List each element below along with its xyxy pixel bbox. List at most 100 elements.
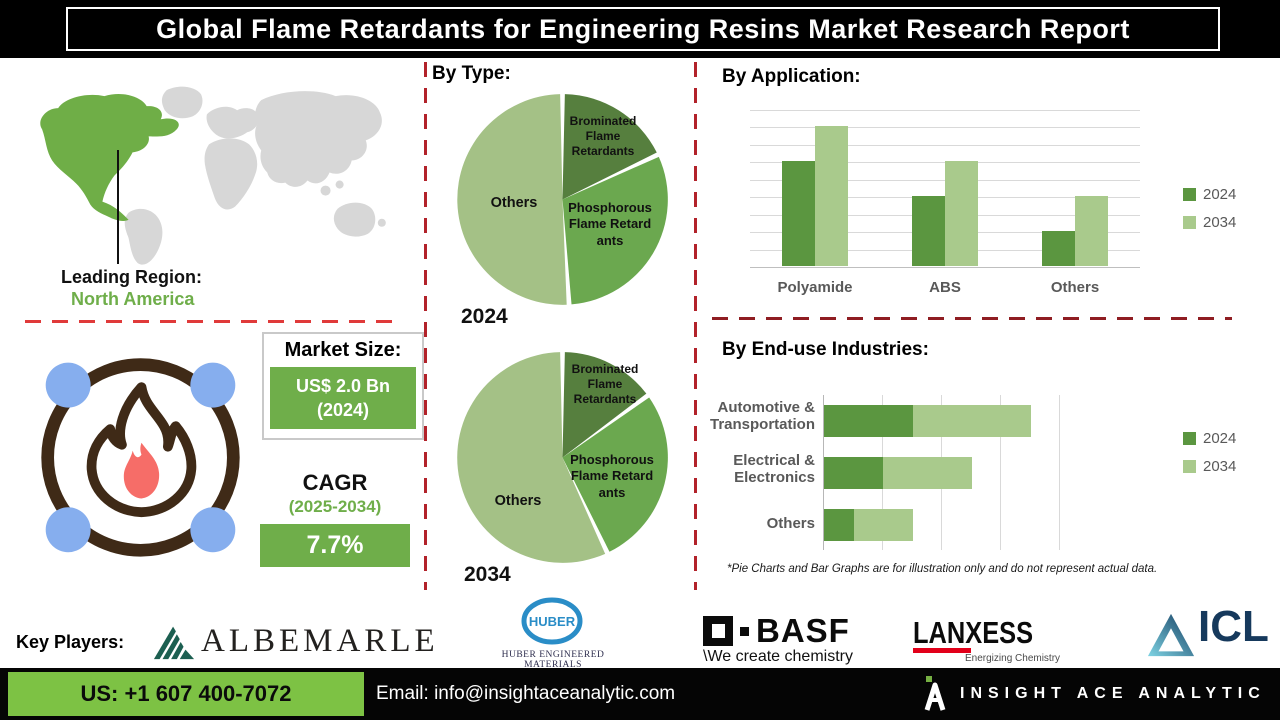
phone-number: US: +1 607 400-7072 [80, 681, 292, 706]
legend-swatch [1183, 216, 1196, 229]
market-size-card: Market Size: US$ 2.0 Bn (2024) [262, 332, 424, 440]
map-south-america [124, 208, 163, 265]
market-size-year: (2024) [316, 400, 370, 420]
cagr-label: CAGR [302, 470, 368, 495]
pie-year-2024: 2024 [461, 305, 508, 328]
pie-label-brominated: Brominated Flame Retardants [569, 114, 637, 158]
basf-dot-icon [740, 626, 749, 636]
albemarle-icon [153, 626, 195, 660]
divider-dashed-vertical-1 [424, 62, 427, 590]
gridline [750, 110, 1140, 111]
email-address[interactable]: Email: info@insightaceanalytic.com [376, 683, 676, 704]
cagr-block: CAGR (2025-2034) 7.7% [260, 470, 410, 567]
pie-slice [457, 94, 567, 305]
market-size-label: Market Size: [284, 339, 402, 361]
legend-label: 2034 [1203, 214, 1237, 231]
pie-label-phosphorous: Phosphorous Flame Retardants [568, 200, 652, 248]
insight-ace-wordmark: INSIGHT ACE ANALYTIC [960, 685, 1266, 702]
bar-2024 [1042, 231, 1075, 266]
market-size-value-box: US$ 2.0 Bn (2024) [270, 367, 416, 429]
basf-square-icon [703, 616, 733, 646]
huber-wordmark: HUBER [529, 614, 576, 629]
cagr-period: (2025-2034) [288, 497, 382, 516]
lanxess-wordmark: LANXESS [913, 615, 1034, 650]
bar-segment-2034 [853, 509, 913, 541]
legend-label: 2024 [1203, 186, 1237, 203]
pie-year-2034: 2034 [464, 563, 511, 586]
huber-subtitle: HUBER ENGINEERED MATERIALS [501, 650, 605, 670]
flame-inner [123, 442, 160, 499]
pie-chart-2034: Brominated Flame Retardants Phosphorous … [455, 350, 670, 565]
section-heading-by-type: By Type: [432, 63, 511, 84]
icl-icon [1147, 613, 1195, 657]
category-abs: ABS [929, 279, 961, 296]
logo-albemarle: ALBEMARLE [152, 620, 439, 662]
bar-chart-application [750, 110, 1140, 268]
map-north-america [40, 94, 179, 222]
icl-wordmark: ICL [1198, 602, 1269, 651]
gridline [750, 127, 1140, 129]
map-pointer-line [117, 150, 119, 264]
disclaimer-footnote: *Pie Charts and Bar Graphs are for illus… [727, 563, 1158, 575]
divider-dashed-vertical-2 [694, 62, 697, 590]
bar-2024 [782, 161, 815, 266]
map-australia [333, 202, 376, 237]
divider-dashed-right [712, 317, 1232, 320]
gridline [750, 144, 1140, 146]
section-heading-by-end-use: By End-use Industries: [722, 339, 929, 360]
lanxess-red-bar [913, 648, 971, 653]
atom-dots [45, 362, 236, 553]
pie-slice [562, 352, 647, 458]
gridline [823, 395, 824, 550]
map-asia [255, 91, 382, 187]
pie-label-phosphorous: Phosphorous Flame Retardants [570, 452, 654, 500]
lanxess-tagline: Energizing Chemistry [965, 653, 1061, 664]
category-automotive: Automotive & Transportation [709, 399, 815, 433]
cagr-value: 7.7% [260, 524, 410, 567]
legend-item: 2034 [1183, 458, 1236, 475]
key-players-label: Key Players: [16, 632, 125, 652]
basf-tagline: \We create chemistry [703, 648, 853, 665]
bar-2034 [945, 161, 978, 266]
category-others: Others [1050, 279, 1100, 296]
bar-segment-2024 [824, 457, 883, 489]
map-africa [204, 138, 258, 210]
pie-2034-svg [457, 352, 668, 563]
legend-swatch [1183, 188, 1196, 201]
map-greenland [161, 86, 203, 119]
legend-application: 2024 2034 [1183, 186, 1236, 242]
logo-huber: HUBER [521, 597, 583, 645]
footer-bar: US: +1 607 400-7072 Email: info@insighta… [0, 668, 1280, 720]
bar-segment-2024 [824, 509, 854, 541]
title-bar: Global Flame Retardants for Engineering … [0, 0, 1280, 58]
leading-region-value: North America [71, 289, 195, 309]
insight-ace-icon [924, 676, 946, 711]
leading-region-label: Leading Region: [61, 267, 202, 287]
pie-label-others: Others [494, 493, 542, 509]
bar-segment-2034 [883, 457, 972, 489]
legend-swatch [1183, 432, 1196, 445]
pie-slice [562, 94, 657, 200]
legend-label: 2034 [1203, 458, 1237, 475]
section-heading-by-application: By Application: [722, 66, 861, 87]
legend-item: 2034 [1183, 214, 1236, 231]
category-others: Others [766, 515, 815, 532]
pie-slice [562, 397, 668, 552]
market-size-value: US$ 2.0 Bn [295, 376, 391, 396]
page-title: Global Flame Retardants for Engineering … [156, 13, 1130, 44]
legend-item: 2024 [1183, 430, 1236, 447]
world-map [40, 86, 386, 265]
bar-chart-end-use [823, 395, 1073, 550]
legend-item: 2024 [1183, 186, 1236, 203]
legend-label: 2024 [1203, 430, 1237, 447]
insight-ace-logo: INSIGHT ACE ANALYTIC [922, 676, 1266, 712]
pie-label-brominated: Brominated Flame Retardants [571, 362, 639, 406]
gridline [750, 267, 1140, 268]
basf-wordmark: BASF [756, 612, 850, 649]
bar-2034 [1075, 196, 1108, 266]
pie-slice [562, 156, 668, 305]
gridline [1000, 395, 1001, 550]
legend-swatch [1183, 460, 1196, 473]
map-europe [206, 106, 259, 139]
